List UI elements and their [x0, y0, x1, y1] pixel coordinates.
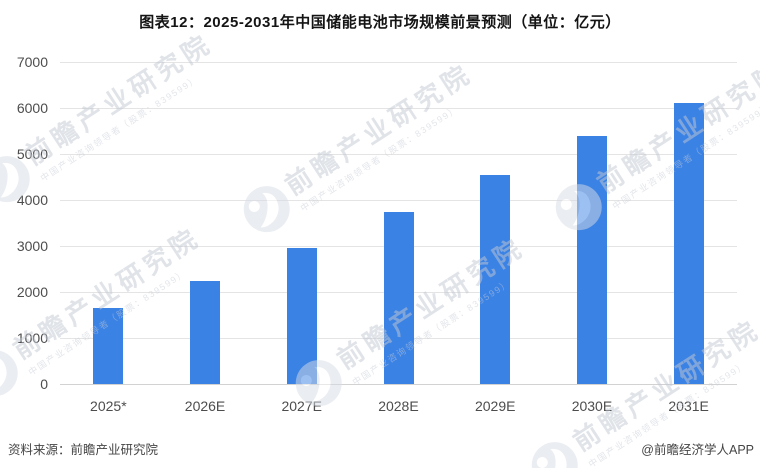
y-axis-tick-label: 6000: [16, 100, 48, 116]
bar-2026E: [190, 280, 221, 384]
y-axis-tick-label: 5000: [16, 146, 48, 162]
source-note: 资料来源：前瞻产业研究院: [8, 443, 159, 457]
bar-2030E: [576, 135, 607, 384]
qianzhan-logo-icon: [0, 349, 18, 396]
bar-2025: [93, 308, 124, 384]
y-axis-tick-label: 2000: [16, 284, 48, 300]
watermark-tagline: 中国产业咨询领导者（股票：839599）: [38, 73, 201, 184]
watermark: 前瞻产业研究院 中国产业咨询领导者（股票：839599）: [0, 23, 227, 212]
watermark-tagline: 中国产业咨询领导者（股票：839599）: [350, 277, 513, 388]
y-axis-tick-label: 0: [40, 376, 48, 392]
chart-title: 图表12：2025-2031年中国储能电池市场规模前景预测（单位：亿元）: [139, 14, 621, 31]
bar-2029E: [480, 174, 511, 384]
gridline: [60, 200, 737, 201]
bar-2028E: [383, 211, 414, 384]
gridline: [60, 384, 737, 385]
x-axis-tick-label: 2027E: [281, 398, 322, 414]
bar-2027E: [286, 248, 317, 384]
y-axis-tick-label: 4000: [16, 192, 48, 208]
bar-2031E: [673, 103, 704, 384]
gridline: [60, 108, 737, 109]
x-axis-tick-label: 2031E: [668, 398, 709, 414]
x-axis-tick-label: 2030E: [571, 398, 613, 414]
watermark-tagline: 中国产业咨询领导者（股票：839599）: [298, 103, 461, 214]
y-axis-tick-label: 7000: [16, 54, 48, 70]
watermark: 前瞻产业研究院 中国产业咨询领导者（股票：839599）: [233, 53, 486, 242]
app-credit: @前瞻经济学人APP: [641, 443, 754, 457]
gridline: [60, 154, 737, 155]
y-axis-tick-label: 1000: [16, 330, 48, 346]
x-axis-tick-label: 2029E: [474, 398, 516, 414]
qianzhan-logo-icon: [243, 185, 290, 232]
watermark-brand: 前瞻产业研究院: [279, 57, 478, 201]
x-axis-tick-label: 2025*: [90, 398, 127, 414]
gridline: [60, 62, 737, 63]
x-axis-tick-label: 2028E: [378, 398, 419, 414]
x-axis-tick-label: 2026E: [184, 398, 226, 414]
qianzhan-logo-icon: [531, 441, 578, 468]
y-axis-tick-label: 3000: [16, 238, 48, 254]
